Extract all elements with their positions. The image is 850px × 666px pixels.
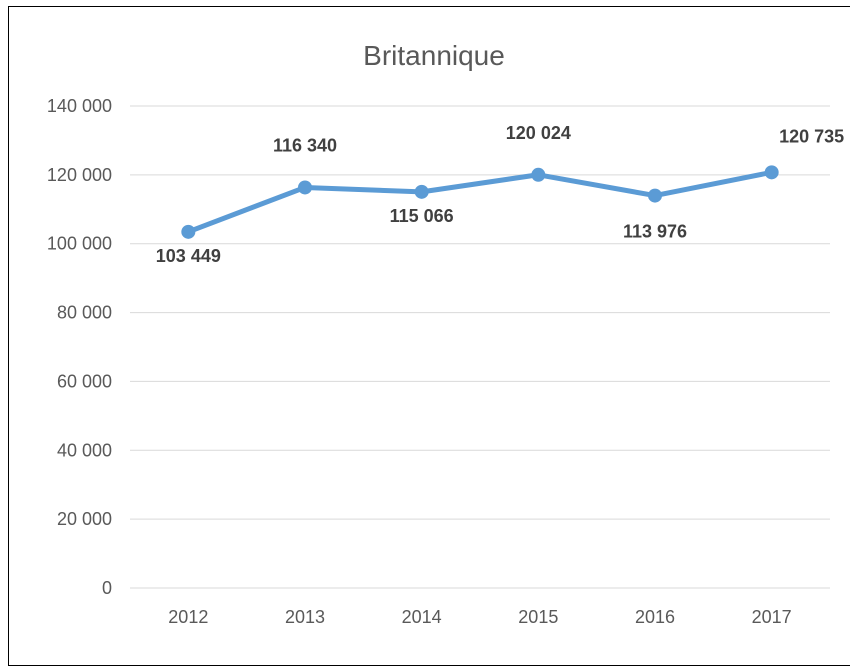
- data-label: 116 340: [273, 135, 337, 155]
- data-label: 120 024: [506, 123, 571, 143]
- y-tick-label: 140 000: [47, 96, 112, 116]
- line-chart: Britannique 0 20 000 40 000 60 000 80 000 100…: [47, 40, 844, 627]
- series-line: [185, 169, 775, 235]
- x-tick-label: 2013: [285, 607, 325, 627]
- data-point: [764, 165, 779, 180]
- data-point: [298, 180, 312, 195]
- y-axis-tick-labels: 0 20 000 40 000 60 000 80 000 100 000 120 000 1…: [47, 96, 112, 598]
- series-line-group: [181, 165, 779, 239]
- data-labels: 103 449 116 340 115 066 120 024 113 976 120 7…: [156, 123, 844, 266]
- x-tick-label: 2014: [402, 607, 442, 627]
- data-label: 120 735: [779, 126, 844, 146]
- data-point: [648, 188, 662, 203]
- data-label: 115 066: [390, 206, 454, 226]
- x-tick-label: 2017: [752, 607, 792, 627]
- chart-title: Britannique: [363, 40, 505, 71]
- data-label: 103 449: [156, 246, 221, 266]
- y-tick-label: 80 000: [57, 303, 112, 323]
- gridlines: [130, 105, 830, 589]
- data-label: 113 976: [623, 222, 687, 242]
- y-tick-label: 40 000: [57, 440, 112, 460]
- x-tick-label: 2012: [168, 607, 208, 627]
- chart-frame: [8, 6, 850, 666]
- data-point: [531, 167, 546, 182]
- y-tick-label: 120 000: [47, 165, 112, 185]
- x-axis-tick-labels: 2012 2013 2014 2015 2016 2017: [168, 607, 791, 627]
- data-point: [181, 224, 196, 239]
- data-point: [414, 184, 429, 199]
- x-tick-label: 2016: [635, 607, 675, 627]
- y-tick-label: 0: [102, 578, 112, 598]
- y-tick-label: 60 000: [57, 371, 112, 391]
- x-tick-label: 2015: [518, 607, 558, 627]
- y-tick-label: 100 000: [47, 234, 112, 254]
- y-tick-label: 20 000: [57, 509, 112, 529]
